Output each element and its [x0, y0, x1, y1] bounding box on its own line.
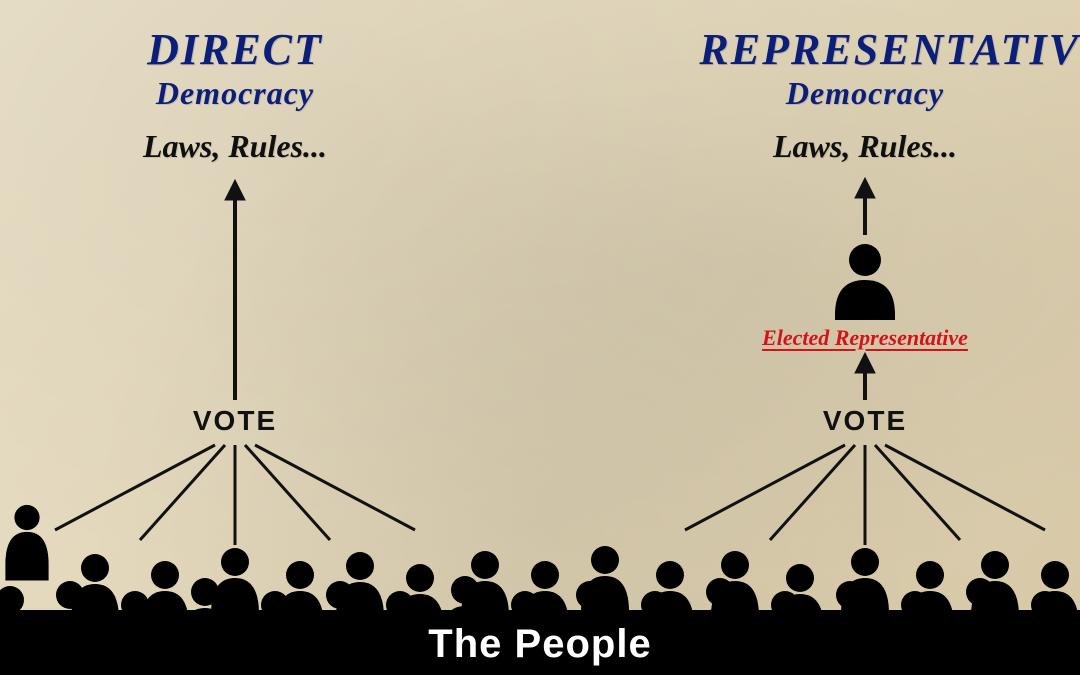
left-arrow-icon [225, 180, 245, 400]
right-arrow-top-icon [855, 178, 875, 235]
right-arrow-mid-icon [855, 353, 875, 400]
right-fan-lines [685, 445, 1045, 545]
people-label: The People [428, 622, 651, 667]
diagram-svg [0, 0, 1080, 675]
representative-silhouette-icon [835, 244, 895, 320]
diagram-stage: DIRECT Democracy Laws, Rules... VOTE REP… [0, 0, 1080, 675]
left-fan-lines [55, 445, 415, 545]
